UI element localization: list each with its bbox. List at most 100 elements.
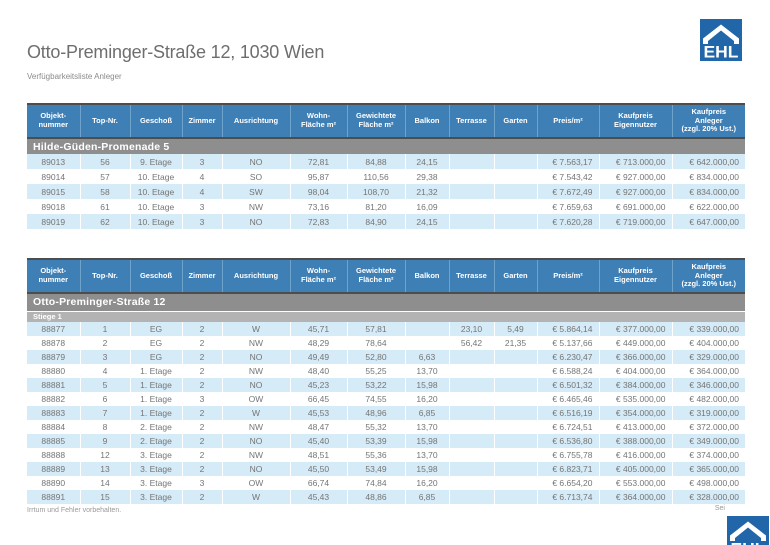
cell: € 5.864,14 — [537, 322, 600, 336]
cell — [449, 490, 495, 504]
cell: 16,20 — [405, 392, 450, 406]
cell: NO — [222, 462, 291, 476]
cell: NW — [222, 420, 291, 434]
cell: 48,29 — [290, 336, 348, 350]
table-row: 88877 1 EG 2 W 45,71 57,81 23,10 5,49 € 5.864,14 €… — [27, 322, 745, 336]
cell — [449, 476, 495, 490]
table-row: 88880 4 1. Etage 2 NW 48,40 55,25 13,70 € 6.588,… — [27, 364, 745, 378]
cell: 88884 — [27, 420, 81, 434]
cell: € 642.000,00 — [672, 154, 745, 169]
cell: 98,04 — [290, 184, 348, 199]
cell: NW — [222, 199, 291, 214]
column-header: Wohn- Fläche m² — [290, 259, 348, 294]
cell: € 6.501,32 — [537, 378, 600, 392]
cell: 88889 — [27, 462, 81, 476]
cell: NW — [222, 336, 291, 350]
cell: € 553.000,00 — [599, 476, 673, 490]
cell: € 374.000,00 — [672, 448, 745, 462]
cell: 88891 — [27, 490, 81, 504]
cell — [449, 420, 495, 434]
table-row: 88884 8 2. Etage 2 NW 48,47 55,32 13,70 € 6.724,… — [27, 420, 745, 434]
cell: 88882 — [27, 392, 81, 406]
cell: W — [222, 322, 291, 336]
cell — [494, 199, 538, 214]
cell: € 364.000,00 — [672, 364, 745, 378]
cell: 66,45 — [290, 392, 348, 406]
column-header: Ausrichtung — [222, 104, 291, 139]
column-header: Objekt- nummer — [27, 104, 81, 139]
cell: 10. Etage — [130, 169, 183, 184]
column-header: Objekt- nummer — [27, 259, 81, 294]
cell: € 384.000,00 — [599, 378, 673, 392]
cell: € 416.000,00 — [599, 448, 673, 462]
cell: NO — [222, 350, 291, 364]
column-header: Zimmer — [182, 104, 223, 139]
cell: 88885 — [27, 434, 81, 448]
cell: 13 — [80, 462, 131, 476]
column-header: Terrasse — [449, 104, 495, 139]
cell: € 6.724,51 — [537, 420, 600, 434]
cell: 1. Etage — [130, 392, 183, 406]
cell: 9 — [80, 434, 131, 448]
cell: 12 — [80, 448, 131, 462]
cell: 45,50 — [290, 462, 348, 476]
availability-table-otto-preminger: Objekt- nummer Top-Nr. Geschoß Zimmer Ausric… — [27, 258, 745, 504]
table-row: 88883 7 1. Etage 2 W 45,53 48,96 6,85 € 6.516,19… — [27, 406, 745, 420]
cell — [449, 364, 495, 378]
cell: 56,42 — [449, 336, 495, 350]
cell: 3 — [182, 476, 223, 490]
cell: € 388.000,00 — [599, 434, 673, 448]
cell: 74,55 — [347, 392, 406, 406]
cell: € 404.000,00 — [599, 364, 673, 378]
cell: EG — [130, 350, 183, 364]
cell: 15,98 — [405, 434, 450, 448]
cell: € 404.000,00 — [672, 336, 745, 350]
cell: 13,70 — [405, 420, 450, 434]
table-row: 88878 2 EG 2 NW 48,29 78,64 56,42 21,35 € 5.137,6… — [27, 336, 745, 350]
cell: 16,09 — [405, 199, 450, 214]
cell: 88888 — [27, 448, 81, 462]
cell: 13,70 — [405, 448, 450, 462]
cell: 2 — [182, 462, 223, 476]
section-header: Hilde-Güden-Promenade 5 — [27, 138, 745, 154]
cell: € 346.000,00 — [672, 378, 745, 392]
cell — [449, 406, 495, 420]
cell: 89013 — [27, 154, 81, 169]
ehl-logo-graphic: EHL — [700, 19, 742, 62]
cell: € 354.000,00 — [599, 406, 673, 420]
cell: € 691.000,00 — [599, 199, 673, 214]
cell: 6,85 — [405, 406, 450, 420]
cell — [494, 462, 538, 476]
cell: 89019 — [27, 214, 81, 229]
cell — [449, 214, 495, 229]
cell: 3. Etage — [130, 490, 183, 504]
cell: 52,80 — [347, 350, 406, 364]
cell: 74,84 — [347, 476, 406, 490]
cell: 3 — [182, 392, 223, 406]
cell — [494, 392, 538, 406]
section-header: Otto-Preminger-Straße 12 — [27, 293, 745, 311]
cell: 15,98 — [405, 462, 450, 476]
ehl-logo-bottom-graphic: EHL — [727, 516, 769, 545]
cell: 2 — [182, 336, 223, 350]
cell: W — [222, 406, 291, 420]
cell: EG — [130, 336, 183, 350]
cell: 58 — [80, 184, 131, 199]
cell: OW — [222, 392, 291, 406]
cell: 5,49 — [494, 322, 538, 336]
cell: 6,85 — [405, 490, 450, 504]
cell: 2 — [182, 364, 223, 378]
cell: 88881 — [27, 378, 81, 392]
cell — [494, 476, 538, 490]
column-header: Preis/m² — [537, 104, 600, 139]
table-header-row: Objekt- nummer Top-Nr. Geschoß Zimmer Ausric… — [27, 259, 745, 294]
cell: 3. Etage — [130, 448, 183, 462]
cell: 23,10 — [449, 322, 495, 336]
cell: € 365.000,00 — [672, 462, 745, 476]
cell: € 372.000,00 — [672, 420, 745, 434]
column-header: Balkon — [405, 259, 450, 294]
table-row: 89013 56 9. Etage 3 NO 72,81 84,88 24,15 € 7.563… — [27, 154, 745, 169]
cell: 3 — [182, 214, 223, 229]
cell: 2. Etage — [130, 420, 183, 434]
